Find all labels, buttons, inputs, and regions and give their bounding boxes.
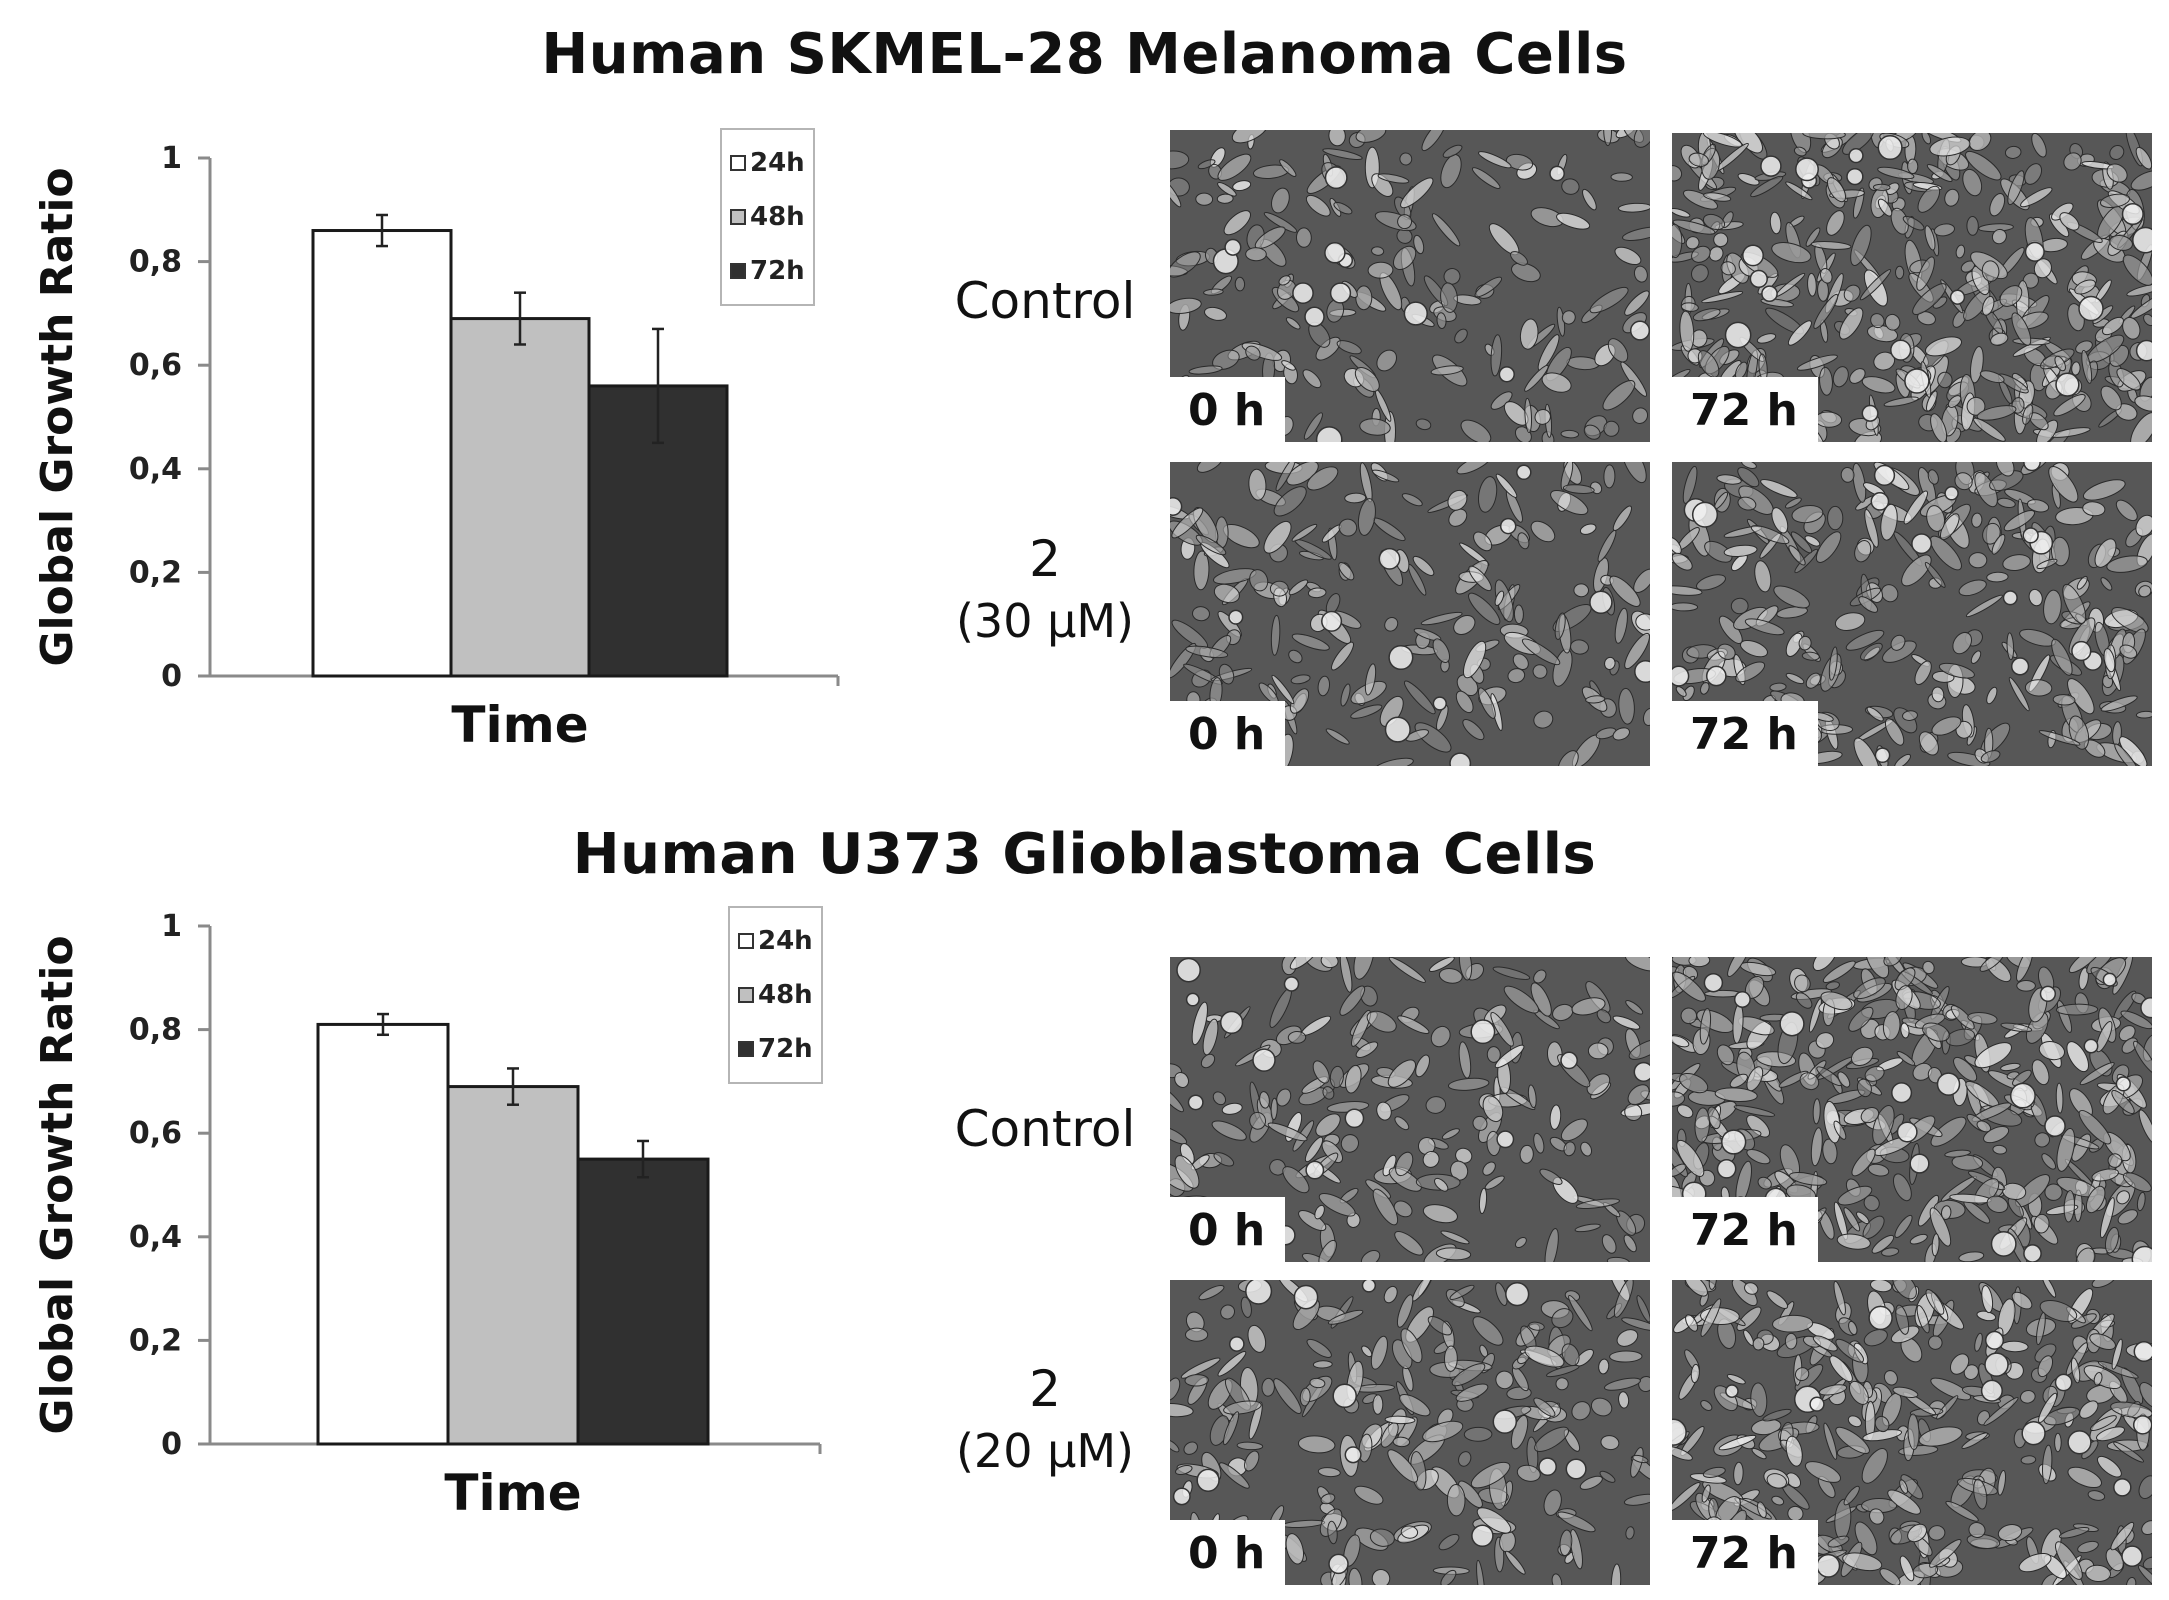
row-label-concentration: (30 µM) <box>955 594 1134 648</box>
time-label: 72 h <box>1672 1197 1818 1262</box>
panel-melanoma: Human SKMEL-28 Melanoma Cells 0 0,2 0,4 0,6… <box>32 22 2152 766</box>
row-label-concentration: (20 µM) <box>955 1424 1134 1478</box>
legend-label: 48h <box>758 980 813 1010</box>
micrograph-control-0h: 0 h <box>1170 957 1650 1262</box>
micrograph-texture <box>1170 462 1650 766</box>
legend-swatch-72h <box>738 1041 754 1057</box>
legend-swatch-24h <box>730 155 746 171</box>
micrograph-texture <box>1170 1280 1650 1585</box>
micrograph-cells <box>1170 1280 1650 1585</box>
chart-legend: 24h 48h 72h <box>720 128 815 306</box>
legend-swatch-72h <box>730 263 746 279</box>
legend-item-24h: 24h <box>738 914 813 968</box>
time-label: 72 h <box>1672 377 1818 442</box>
legend-label: 72h <box>750 256 805 286</box>
bar-24h <box>316 1022 450 1446</box>
y-tick-label: 0,8 <box>129 245 182 280</box>
y-tick-label: 0,4 <box>129 1220 182 1255</box>
legend-label: 24h <box>758 926 813 956</box>
micrograph-cells <box>1170 957 1650 1262</box>
time-label: 72 h <box>1672 1520 1818 1585</box>
micrograph-treated-72h: 72 h <box>1672 462 2152 766</box>
panel-glioblastoma: Human U373 Glioblastoma Cells 0 0,2 0,4 0,6… <box>0 800 2169 1600</box>
legend-item-48h: 48h <box>738 968 813 1022</box>
micrograph-control-72h: 72 h <box>1672 133 2152 442</box>
legend-swatch-48h <box>738 987 754 1003</box>
micrograph-cells <box>1672 133 2152 442</box>
legend-item-72h: 72h <box>738 1022 813 1076</box>
bar-72h <box>576 1157 710 1446</box>
time-label: 72 h <box>1672 701 1818 766</box>
micrograph-cells <box>1672 957 2152 1262</box>
y-tick-label: 1 <box>161 909 182 944</box>
y-axis-label: Global Growth Ratio <box>32 935 83 1434</box>
legend-swatch-24h <box>738 933 754 949</box>
row-label-main: Control <box>954 272 1136 330</box>
micrograph-treated-0h: 0 h <box>1170 462 1650 766</box>
bar-48h <box>449 317 591 678</box>
y-axis-label: Global Growth Ratio <box>32 167 83 666</box>
legend-label: 24h <box>750 148 805 178</box>
growth-bar-chart: 0 0,2 0,4 0,6 0,8 1 Global Growth Ratio Time <box>32 909 822 1522</box>
micrograph-cells <box>1170 462 1650 766</box>
y-tick-label: 0,6 <box>129 348 182 383</box>
micrograph-control-0h: 0 h <box>1170 130 1650 442</box>
micrograph-texture <box>1672 133 2152 442</box>
x-axis-label: Time <box>444 1464 581 1522</box>
legend-label: 72h <box>758 1034 813 1064</box>
row-label-treatment: 2 (30 µM) <box>920 530 1170 648</box>
y-tick-label: 0,2 <box>129 555 182 590</box>
micrograph-control-72h: 72 h <box>1672 957 2152 1262</box>
legend-swatch-48h <box>730 209 746 225</box>
row-label-main: Control <box>954 1100 1136 1158</box>
y-tick-label: 0,6 <box>129 1116 182 1151</box>
time-label: 0 h <box>1170 1520 1286 1585</box>
micrograph-treated-72h: 72 h <box>1672 1280 2152 1585</box>
micrograph-treated-0h: 0 h <box>1170 1280 1650 1585</box>
time-label: 0 h <box>1170 701 1286 766</box>
micrograph-texture <box>1170 957 1650 1262</box>
y-tick-label: 0,4 <box>129 452 182 487</box>
y-tick-label: 0,8 <box>129 1013 182 1048</box>
legend-item-24h: 24h <box>730 136 805 190</box>
row-label-main: 2 <box>1029 1360 1061 1418</box>
y-tick-label: 1 <box>161 141 182 176</box>
legend-item-72h: 72h <box>730 244 805 298</box>
bar-24h <box>311 229 453 678</box>
time-label: 0 h <box>1170 1197 1286 1262</box>
panel-title: Human SKMEL-28 Melanoma Cells <box>541 22 1628 87</box>
micrograph-cells <box>1170 130 1650 442</box>
legend-item-48h: 48h <box>730 190 805 244</box>
micrograph-texture <box>1672 957 2152 1262</box>
micrograph-texture <box>1170 130 1650 442</box>
row-label-treatment: 2 (20 µM) <box>920 1360 1170 1478</box>
y-tick-label: 0,2 <box>129 1323 182 1358</box>
y-tick-label: 0 <box>161 1427 182 1462</box>
x-axis-label: Time <box>451 696 588 754</box>
row-label-main: 2 <box>1029 530 1061 588</box>
row-label-control: Control <box>920 272 1170 330</box>
legend-label: 48h <box>750 202 805 232</box>
time-label: 0 h <box>1170 377 1286 442</box>
row-label-control: Control <box>920 1100 1170 1158</box>
panel-title: Human U373 Glioblastoma Cells <box>572 822 1597 887</box>
bar-48h <box>446 1085 580 1446</box>
chart-legend: 24h 48h 72h <box>728 906 823 1084</box>
y-tick-label: 0 <box>161 659 182 694</box>
growth-bar-chart: 0 0,2 0,4 0,6 0,8 1 Global Growth Ratio Time <box>32 141 840 754</box>
